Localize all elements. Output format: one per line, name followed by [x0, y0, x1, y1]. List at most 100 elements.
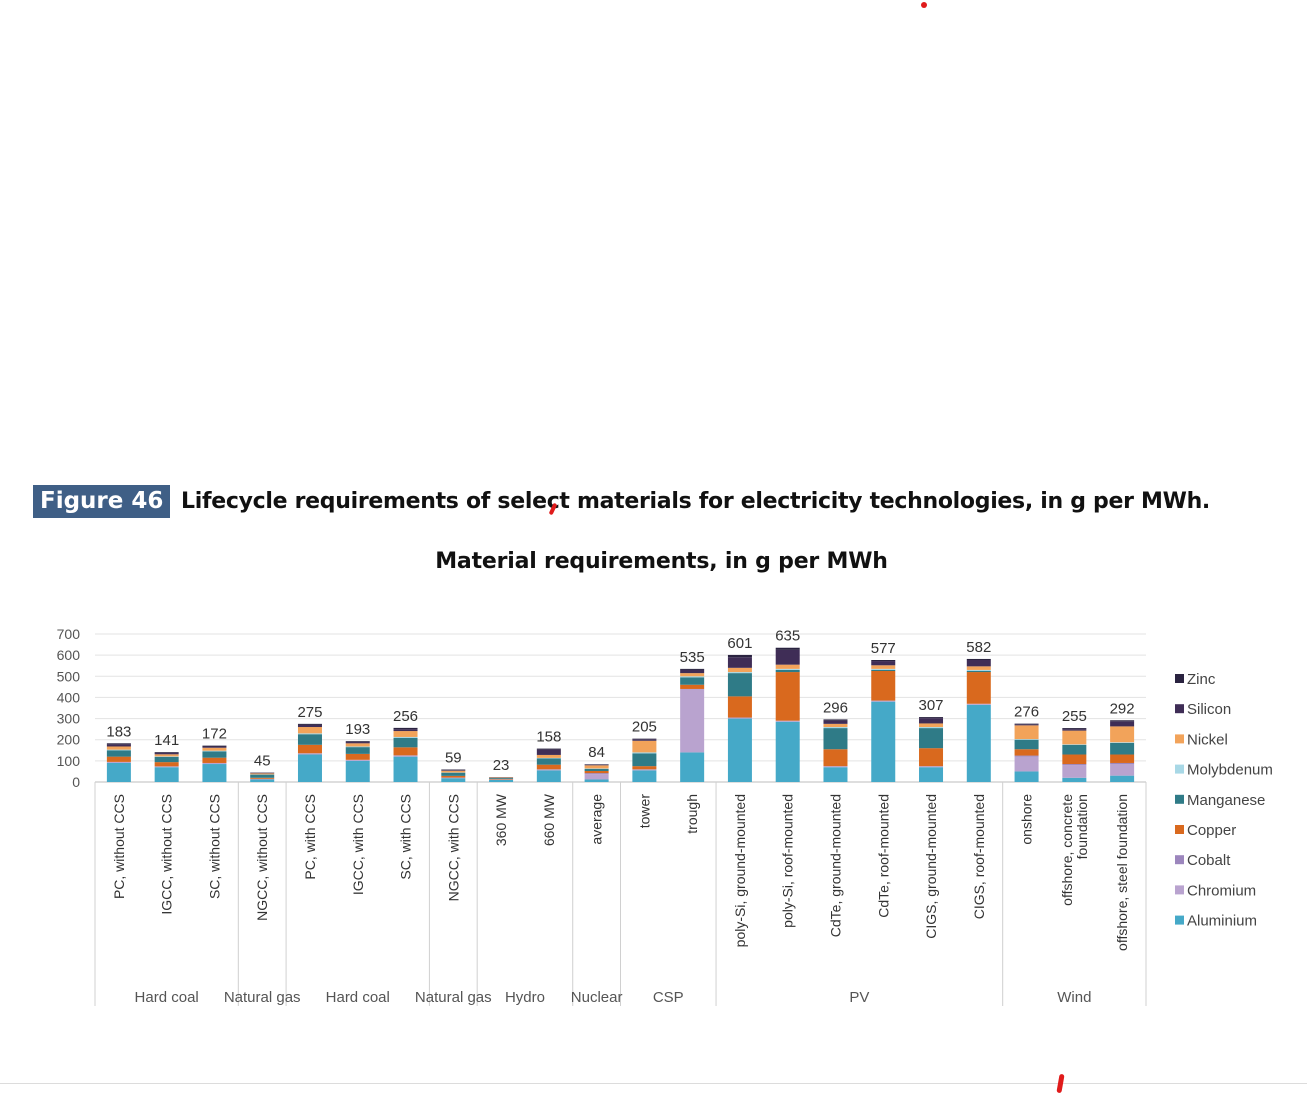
bar-segment	[297, 753, 322, 755]
legend-swatch	[1175, 825, 1184, 834]
data-label: 183	[106, 723, 131, 740]
bar-segment	[536, 764, 561, 770]
data-label: 84	[588, 744, 605, 761]
category-label: PC, without CCS	[111, 794, 127, 899]
data-label: 59	[445, 750, 462, 767]
bar-segment	[1014, 771, 1039, 782]
bar-segment	[202, 764, 227, 782]
bar-segment	[871, 671, 896, 701]
legend-swatch	[1175, 734, 1184, 744]
legend-entry: Chromium	[1187, 882, 1256, 899]
category-label: SC, without CCS	[206, 794, 222, 899]
group-label: Hard coal	[326, 989, 390, 1006]
bar-segment	[154, 753, 179, 755]
data-label: 141	[154, 732, 179, 749]
category-label: tower	[636, 794, 652, 829]
bar-segment	[584, 771, 609, 774]
bar-segment	[1062, 728, 1087, 730]
bar-segment	[297, 744, 322, 754]
data-label: 601	[727, 635, 752, 652]
bar-segment	[775, 672, 800, 721]
data-label: 23	[493, 757, 510, 774]
bar-segment	[632, 740, 657, 753]
bar-segment	[202, 745, 227, 747]
bar-segment	[775, 664, 800, 669]
legend-swatch	[1175, 885, 1184, 895]
category-label: PC, with CCS	[302, 794, 318, 880]
bar-segment	[106, 762, 131, 782]
legend-entry: Zinc	[1187, 671, 1216, 688]
bar-segment	[680, 688, 705, 753]
bar-segment	[919, 723, 944, 728]
bar-segment	[297, 734, 322, 745]
data-label: 535	[680, 649, 705, 666]
bar-segment	[632, 738, 657, 740]
group-label: Hard coal	[135, 989, 199, 1006]
category-label: CIGS, roof-mounted	[971, 794, 987, 919]
y-tick-label: 300	[57, 711, 81, 727]
data-label: 256	[393, 708, 418, 725]
bar-segment	[871, 669, 896, 671]
bar-segment	[871, 668, 896, 670]
bar-segment	[106, 761, 131, 763]
legend-entry: Cobalt	[1187, 852, 1231, 869]
bar-segment	[393, 727, 418, 730]
group-label: Wind	[1057, 989, 1091, 1006]
data-label: 255	[1062, 708, 1087, 725]
bar-segment	[919, 748, 944, 767]
group-label: Natural gas	[224, 989, 301, 1006]
bar-segment	[345, 741, 370, 743]
bar-segment	[250, 773, 275, 775]
bar-segment	[584, 765, 609, 769]
bar-segment	[919, 718, 944, 724]
bar-segment	[345, 746, 370, 748]
bar-segment	[1110, 726, 1135, 743]
y-tick-label: 0	[72, 774, 80, 790]
bar-segment	[632, 752, 657, 754]
bar-segment	[202, 757, 227, 763]
legend-entry: Nickel	[1187, 731, 1228, 748]
bar-segment	[393, 736, 418, 738]
bar-segment	[345, 742, 370, 744]
category-label: foundation	[1074, 794, 1090, 859]
data-label: 158	[536, 729, 561, 746]
bar-segment	[680, 684, 705, 689]
bar-segment	[106, 756, 131, 762]
bar-segment	[202, 746, 227, 748]
data-label: 276	[1014, 704, 1039, 721]
figure-label: Figure 46	[33, 485, 171, 518]
bar-segment	[393, 731, 418, 737]
legend-swatch	[1175, 764, 1184, 774]
figure-caption: Lifecycle requirements of select materia…	[181, 489, 1210, 514]
data-label: 205	[632, 719, 657, 736]
category-label: onshore	[1019, 794, 1035, 845]
bar-segment	[297, 754, 322, 782]
bar-segment	[441, 770, 466, 771]
bar-segment	[727, 717, 752, 719]
bar-segment	[871, 665, 896, 669]
bar-segment	[871, 661, 896, 666]
bar-segment	[1110, 721, 1135, 727]
category-label: NGCC, without CCS	[254, 794, 270, 921]
bar-segment	[297, 724, 322, 728]
bar-segment	[1110, 742, 1135, 755]
category-label: CdTe, ground-mounted	[827, 794, 843, 937]
bar-segment	[966, 666, 991, 670]
group-label: Natural gas	[415, 989, 492, 1006]
bar-segment	[727, 667, 752, 673]
bar-segment	[106, 744, 131, 747]
bar-segment	[680, 752, 705, 782]
bar-segment	[345, 753, 370, 760]
bar-segment	[680, 669, 705, 674]
bar-segment	[632, 739, 657, 741]
legend-swatch	[1175, 674, 1184, 683]
legend-swatch	[1175, 704, 1184, 714]
legend-entry: Silicon	[1187, 701, 1231, 718]
bar-segment	[919, 766, 944, 768]
data-label: 45	[254, 752, 271, 769]
category-label: 360 MW	[493, 793, 509, 846]
bar-segment	[584, 779, 609, 782]
bar-segment	[250, 779, 275, 782]
category-label: offshore, concrete	[1059, 794, 1075, 906]
